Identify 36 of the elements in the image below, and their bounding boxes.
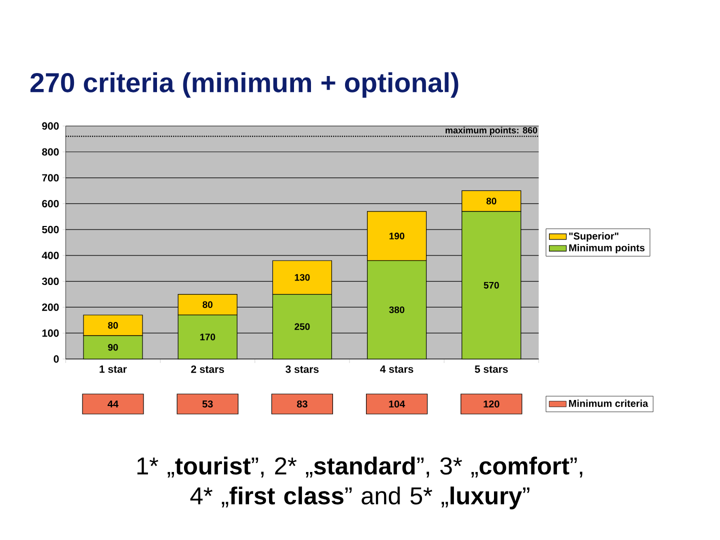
chart-title: 270 criteria (minimum + optional) [30,72,458,98]
y-tick-label: 100 [42,329,59,337]
data-label: 90 [108,344,118,351]
y-tick-label: 800 [42,148,59,156]
legend-label: Minimum points [569,244,645,254]
data-label: 120 [484,400,500,408]
data-label: 380 [389,306,404,314]
data-label: 53 [202,400,213,408]
y-tick-label: 900 [42,122,59,130]
data-label: 44 [108,400,118,408]
y-tick-label: 600 [42,200,59,208]
y-tick-label: 500 [42,226,59,234]
x-tick-label: 2 stars [191,366,224,373]
legend-label: Minimum criteria [569,400,648,407]
x-tick-label: 5 stars [474,366,508,373]
y-tick-label: 700 [42,174,59,182]
x-tick-label: 1 star [100,366,127,373]
data-label: 570 [484,282,499,289]
y-tick-label: 400 [42,252,59,260]
data-label: 170 [200,334,216,340]
y-tick-label: 200 [42,304,59,311]
data-label: 80 [202,301,212,308]
data-label: 130 [294,274,310,281]
data-label: 104 [389,400,406,408]
data-label: 250 [294,323,310,330]
x-tick-label: 3 stars [286,366,319,373]
data-label: 83 [296,400,308,408]
data-label: 80 [108,322,118,329]
text: 1* „tourist”, 2* „standard”, 3* „comfort”, 4* „first class” and 5* „luxury” [137,456,582,510]
y-tick-label: 0 [54,355,59,363]
x-tick-label: 4 stars [380,366,414,373]
ref-line-label: maximum points: 860 [446,126,538,136]
data-label: 190 [390,232,404,240]
legend-label: "Superior" [569,232,618,242]
data-label: 80 [486,198,496,204]
y-tick-label: 300 [42,278,59,286]
